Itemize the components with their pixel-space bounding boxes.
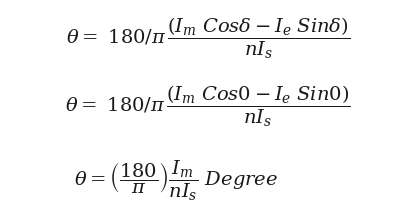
Text: $\theta = \left(\dfrac{180}{\pi}\right)\dfrac{I_m}{nI_s}\ Degree$: $\theta = \left(\dfrac{180}{\pi}\right)\…: [74, 159, 278, 203]
Text: $\theta = \ 180/\pi\,\dfrac{(I_m\ Cos\delta - I_e\ Sin\delta)}{nI_s}$: $\theta = \ 180/\pi\,\dfrac{(I_m\ Cos\de…: [66, 16, 350, 61]
Text: $\theta = \ 180/\pi\,\dfrac{(I_m\ Cos0 - I_e\ Sin0)}{nI_s}$: $\theta = \ 180/\pi\,\dfrac{(I_m\ Cos0 -…: [65, 84, 351, 129]
